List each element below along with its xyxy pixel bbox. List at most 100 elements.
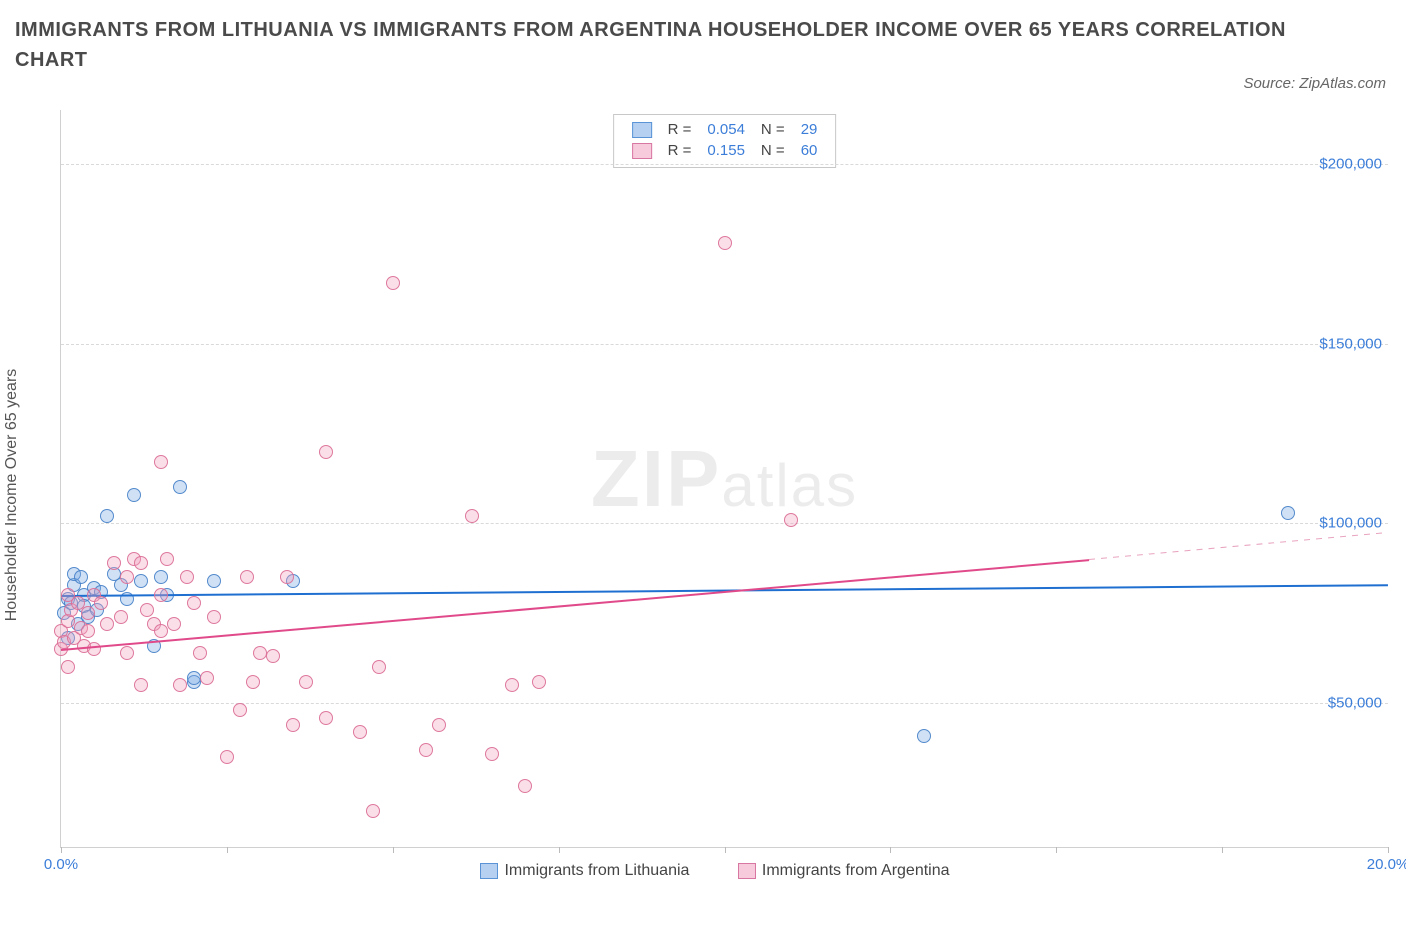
y-tick-label: $50,000 — [1328, 695, 1382, 712]
x-tick — [227, 847, 228, 853]
legend-item-argentina: Immigrants from Argentina — [738, 862, 950, 880]
swatch-blue-icon — [632, 122, 652, 138]
data-point — [173, 480, 187, 494]
data-point — [465, 509, 479, 523]
data-point — [100, 509, 114, 523]
r-label: R = — [660, 119, 700, 140]
data-point — [81, 624, 95, 638]
data-point — [100, 617, 114, 631]
data-point — [180, 570, 194, 584]
data-point — [784, 513, 798, 527]
data-point — [187, 596, 201, 610]
chart-title: IMMIGRANTS FROM LITHUANIA VS IMMIGRANTS … — [15, 15, 1286, 75]
y-tick-label: $150,000 — [1319, 335, 1382, 352]
data-point — [240, 570, 254, 584]
data-point — [154, 588, 168, 602]
legend-row-argentina: R = 0.155 N = 60 — [624, 140, 826, 161]
data-point — [61, 660, 75, 674]
data-point — [366, 804, 380, 818]
r-value: 0.054 — [699, 119, 753, 140]
r-value: 0.155 — [699, 140, 753, 161]
data-point — [386, 276, 400, 290]
n-label: N = — [753, 140, 793, 161]
data-point — [207, 610, 221, 624]
x-tick — [1222, 847, 1223, 853]
x-tick — [559, 847, 560, 853]
x-tick — [725, 847, 726, 853]
gridline — [61, 523, 1388, 524]
data-point — [87, 642, 101, 656]
data-point — [140, 603, 154, 617]
data-point — [120, 570, 134, 584]
data-point — [718, 236, 732, 250]
data-point — [246, 675, 260, 689]
source-attribution: Source: ZipAtlas.com — [1243, 75, 1386, 92]
data-point — [419, 743, 433, 757]
swatch-pink-icon — [738, 863, 756, 879]
data-point — [154, 455, 168, 469]
x-tick — [1388, 847, 1389, 853]
data-point — [160, 552, 174, 566]
x-tick — [890, 847, 891, 853]
data-point — [266, 649, 280, 663]
data-point — [107, 556, 121, 570]
gridline — [61, 164, 1388, 165]
r-label: R = — [660, 140, 700, 161]
data-point — [187, 671, 201, 685]
data-point — [233, 703, 247, 717]
data-point — [74, 570, 88, 584]
data-point — [154, 570, 168, 584]
n-value: 60 — [793, 140, 826, 161]
data-point — [286, 718, 300, 732]
data-point — [134, 556, 148, 570]
swatch-pink-icon — [632, 143, 652, 159]
x-tick — [61, 847, 62, 853]
data-point — [81, 606, 95, 620]
data-point — [532, 675, 546, 689]
data-point — [114, 610, 128, 624]
legend-label: Immigrants from Argentina — [762, 862, 950, 879]
series-legend: Immigrants from Lithuania Immigrants fro… — [42, 862, 1388, 880]
data-point — [299, 675, 313, 689]
y-tick-label: $100,000 — [1319, 515, 1382, 532]
data-point — [280, 570, 294, 584]
data-point — [917, 729, 931, 743]
data-point — [220, 750, 234, 764]
data-point — [319, 711, 333, 725]
watermark-main: ZIP — [591, 434, 721, 523]
data-point — [167, 617, 181, 631]
data-point — [505, 678, 519, 692]
data-point — [253, 646, 267, 660]
trend-line — [1089, 532, 1388, 560]
n-value: 29 — [793, 119, 826, 140]
data-point — [134, 678, 148, 692]
legend-row-lithuania: R = 0.054 N = 29 — [624, 119, 826, 140]
gridline — [61, 344, 1388, 345]
data-point — [173, 678, 187, 692]
data-point — [154, 624, 168, 638]
watermark-sub: atlas — [721, 452, 858, 519]
x-tick — [1056, 847, 1057, 853]
n-label: N = — [753, 119, 793, 140]
y-tick-label: $200,000 — [1319, 155, 1382, 172]
data-point — [207, 574, 221, 588]
data-point — [432, 718, 446, 732]
chart-area: Householder Income Over 65 years ZIPatla… — [42, 110, 1388, 880]
data-point — [193, 646, 207, 660]
gridline — [61, 703, 1388, 704]
correlation-legend: R = 0.054 N = 29 R = 0.155 N = 60 — [613, 114, 837, 168]
data-point — [1281, 506, 1295, 520]
data-point — [485, 747, 499, 761]
watermark: ZIPatlas — [591, 433, 858, 525]
plot-region: ZIPatlas R = 0.054 N = 29 R = 0.155 N = … — [60, 110, 1388, 848]
data-point — [518, 779, 532, 793]
legend-item-lithuania: Immigrants from Lithuania — [480, 862, 689, 880]
data-point — [120, 646, 134, 660]
data-point — [319, 445, 333, 459]
y-axis-label: Householder Income Over 65 years — [3, 369, 21, 622]
swatch-blue-icon — [480, 863, 498, 879]
data-point — [372, 660, 386, 674]
x-tick — [393, 847, 394, 853]
legend-label: Immigrants from Lithuania — [504, 862, 689, 879]
data-point — [127, 488, 141, 502]
